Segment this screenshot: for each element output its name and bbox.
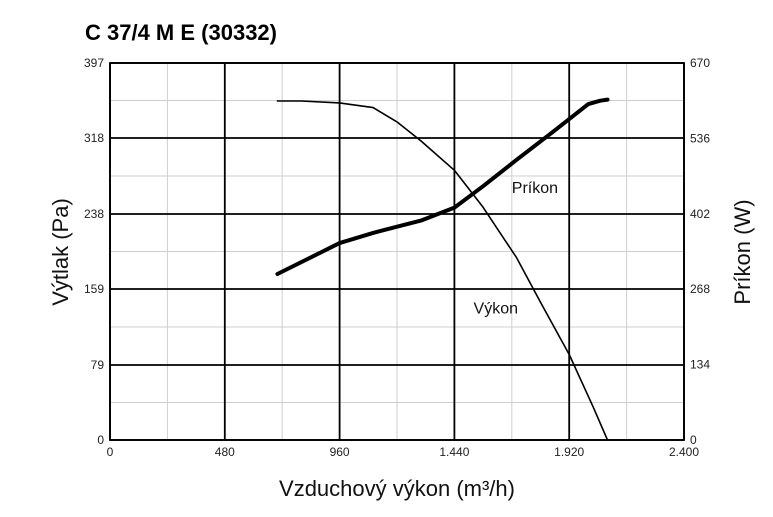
y-tick-label: 79 bbox=[91, 358, 105, 372]
series-line-prikon bbox=[275, 97, 610, 276]
y-tick-label: 159 bbox=[84, 282, 104, 296]
y-tick-label: 318 bbox=[84, 131, 104, 145]
x-tick-label: 960 bbox=[330, 445, 350, 459]
y2-axis-label: Príkon (W) bbox=[730, 199, 755, 304]
annotation-1: Výkon bbox=[474, 301, 518, 318]
y2-tick-label: 0 bbox=[690, 433, 697, 447]
y-tick-label: 0 bbox=[97, 433, 104, 447]
y2-tick-label: 536 bbox=[690, 131, 710, 145]
x-tick-label: 480 bbox=[215, 445, 235, 459]
y2-tick-label: 670 bbox=[690, 56, 710, 70]
y-tick-label: 397 bbox=[84, 56, 104, 70]
x-tick-label: 0 bbox=[107, 445, 114, 459]
y-axis-label: Výtlak (Pa) bbox=[48, 198, 73, 306]
annotations: Príkon Výkon bbox=[474, 180, 559, 318]
series-line-vykon bbox=[276, 100, 609, 441]
y-tick-label: 238 bbox=[84, 207, 104, 221]
y2-tick-label: 134 bbox=[690, 358, 710, 372]
grid bbox=[109, 62, 685, 441]
plot-frame bbox=[109, 62, 685, 441]
y2-tick-label: 402 bbox=[690, 207, 710, 221]
x-axis-label: Vzduchový výkon (m³/h) bbox=[279, 476, 515, 501]
x-tick-label: 2.400 bbox=[669, 445, 699, 459]
y2-tick-label: 268 bbox=[690, 282, 710, 296]
tick-labels: 0 480 960 1.440 1.920 2.400079159238318397013… bbox=[84, 56, 710, 459]
x-tick-label: 1.440 bbox=[439, 445, 469, 459]
series-layer bbox=[275, 97, 610, 441]
x-tick-label: 1.920 bbox=[554, 445, 584, 459]
chart-title: C 37/4 M E (30332) bbox=[85, 20, 277, 45]
annotation-0: Príkon bbox=[512, 180, 558, 197]
